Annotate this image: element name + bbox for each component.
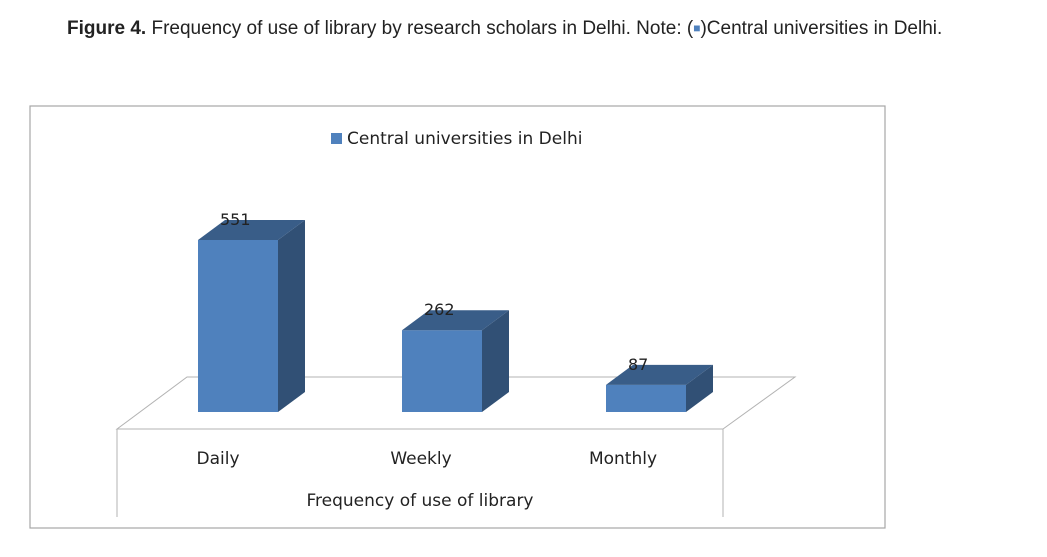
bar-weekly-side [482, 310, 509, 412]
x-axis-title: Frequency of use of library [307, 491, 534, 511]
bar-monthly-top [606, 364, 713, 385]
x-axis-ticks: Daily Weekly Monthly [196, 449, 657, 469]
floor-plane [115, 376, 797, 430]
bars-group: 551 262 87 [198, 210, 713, 412]
tick-label-daily: Daily [196, 449, 239, 469]
data-label-monthly: 87 [628, 355, 648, 374]
bar-daily-side [278, 220, 305, 412]
figure-label: Figure 4. [67, 18, 147, 39]
bar-daily [198, 240, 278, 412]
caption-note: )Central universities in Delhi. [700, 18, 943, 39]
legend-label: Central universities in Delhi [347, 129, 582, 149]
tick-label-weekly: Weekly [390, 449, 451, 469]
tick-label-monthly: Monthly [589, 449, 657, 469]
bar-daily-top [198, 220, 305, 240]
bar-monthly-side [686, 364, 713, 412]
bar-weekly-top [402, 310, 509, 331]
legend: Central universities in Delhi [331, 129, 582, 149]
data-label-daily: 551 [220, 210, 251, 229]
bar-monthly [606, 384, 686, 412]
caption-text: Frequency of use of library by research … [146, 18, 694, 39]
caption-swatch-icon: ■ [693, 21, 701, 35]
data-label-weekly: 262 [424, 300, 455, 319]
chart-floor [115, 376, 797, 517]
legend-swatch [331, 133, 342, 144]
bar-weekly [402, 330, 482, 412]
figure-caption: Figure 4. Frequency of use of library by… [67, 18, 1037, 40]
